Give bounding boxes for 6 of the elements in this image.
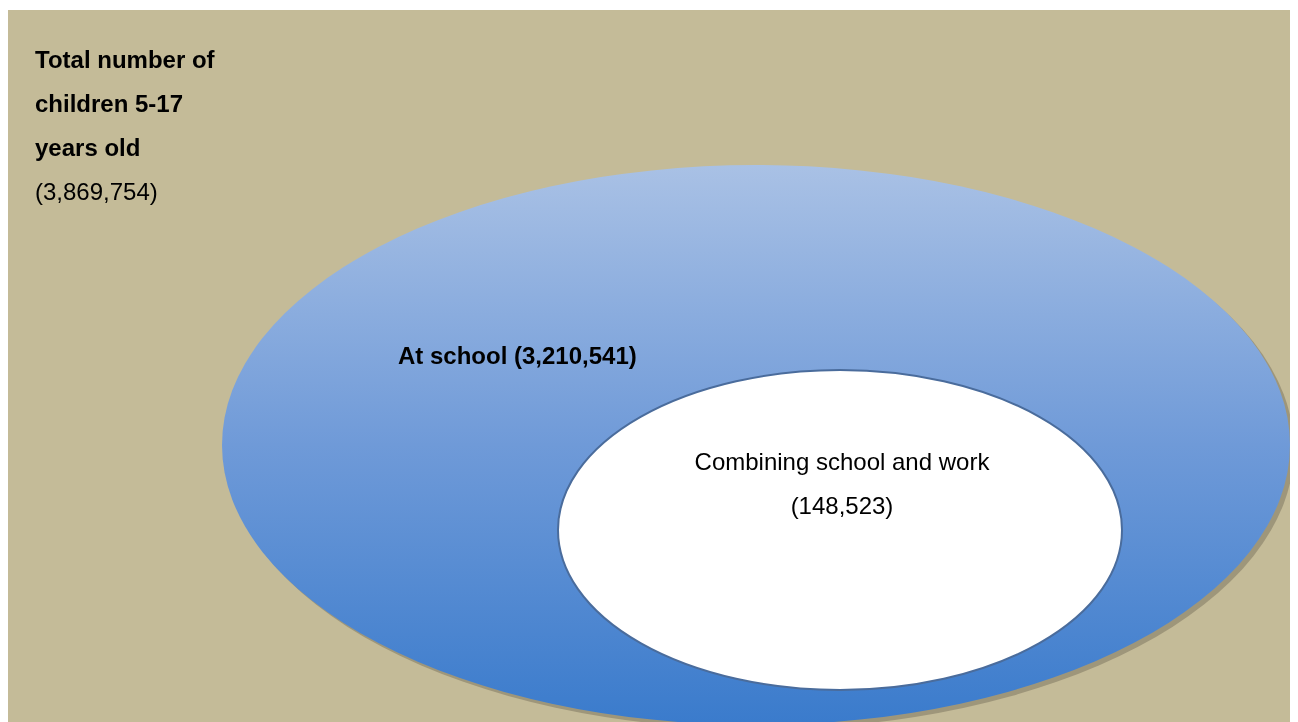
category-label: At school [398,342,515,369]
data-label: (3,869,754) [35,178,158,205]
category-label: Combining school and work [694,448,991,475]
category-label: Total number of children 5-17 years old [35,46,216,161]
data-label: (3,210,541) [514,342,637,369]
data-label: (148,523) [790,492,894,519]
